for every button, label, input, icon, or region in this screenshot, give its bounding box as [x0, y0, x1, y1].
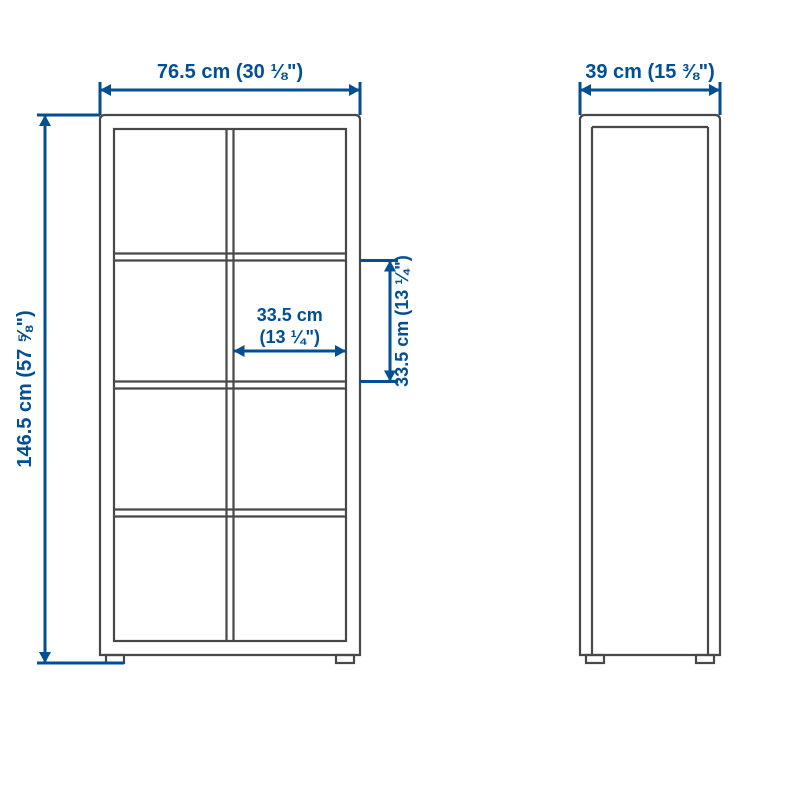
cube-width-label-2: (13 ¼") [259, 327, 320, 347]
height-label: 146.5 cm (57 ⅝") [14, 310, 36, 467]
front-view: 76.5 cm (30 ⅛") 146.5 cm (57 ⅝") 33.5 cm(1… [14, 61, 412, 663]
cube-width-label-1: 33.5 cm [257, 305, 323, 325]
depth-label: 39 cm (15 ⅜") [585, 61, 715, 83]
cube-height-label: 33.5 cm (13 ¼") [392, 255, 412, 387]
width-label: 76.5 cm (30 ⅛") [157, 61, 303, 83]
side-view: 39 cm (15 ⅜") [580, 61, 720, 663]
